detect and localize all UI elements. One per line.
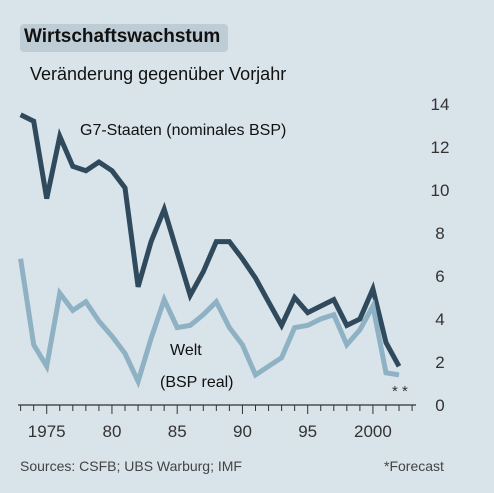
x-tick-label: 2000 [354, 422, 392, 441]
source-note: Sources: CSFB; UBS Warburg; IMF [20, 458, 242, 474]
forecast-marks: * * [392, 383, 408, 400]
y-tick-label: 0 [435, 396, 444, 415]
x-tick-label: 1975 [28, 422, 66, 441]
y-tick-label: 4 [435, 310, 444, 329]
forecast-note: *Forecast [384, 458, 444, 474]
y-tick-label: 14 [431, 95, 450, 114]
x-tick-label: 85 [168, 422, 187, 441]
y-tick-label: 6 [435, 267, 444, 286]
x-tick-label: 80 [102, 422, 121, 441]
y-tick-label: 12 [431, 138, 450, 157]
y-tick-label: 8 [435, 224, 444, 243]
chart-subtitle: Veränderung gegenüber Vorjahr [30, 64, 287, 84]
y-tick-label: 2 [435, 353, 444, 372]
label-g7: G7-Staaten (nominales BSP) [80, 122, 286, 139]
x-tick-label: 90 [233, 422, 252, 441]
y-tick-label: 10 [431, 181, 450, 200]
series-line-g7 [19, 112, 402, 368]
label-world-2: (BSP real) [160, 374, 234, 391]
chart-title: Wirtschaftswachstum [20, 24, 229, 52]
series-line-world [18, 258, 400, 389]
label-world-1: Welt [170, 342, 202, 359]
x-tick-label: 95 [298, 422, 317, 441]
